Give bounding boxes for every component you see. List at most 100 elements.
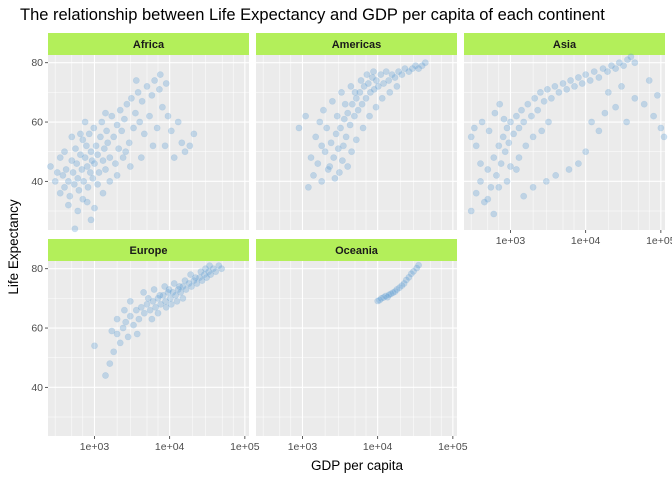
facet-europe: Europe 40 60 80 1e+03 1e+04 1e+05 [31,239,260,453]
y-tick-label: 40 [31,382,43,394]
data-point [604,68,611,75]
data-point [84,183,92,191]
data-point [133,330,141,338]
data-point [377,294,385,302]
data-point [407,270,415,278]
data-point [601,109,609,117]
data-point [110,348,118,356]
data-point [472,189,480,197]
data-point [137,154,145,161]
y-axis-title: Life Expectancy [6,199,21,295]
data-point [295,124,303,132]
chart-title: The relationship between Life Expectancy… [20,6,605,24]
data-point [87,216,95,224]
data-point [161,142,169,150]
x-tick-label: 1e+04 [363,441,393,453]
data-point [103,127,110,135]
data-point [53,169,61,176]
facet-panels: Africa406080AmericasAsia1e+031e+041e+05E… [31,33,672,453]
data-point [477,160,484,167]
data-point [645,77,653,84]
data-point [487,183,495,191]
data-point [612,65,619,72]
data-point [122,148,130,156]
data-point [544,86,551,93]
data-point [563,86,571,93]
data-point [495,183,503,191]
data-point [555,89,563,96]
data-point [79,195,87,203]
data-point [178,139,186,147]
data-point [342,133,350,141]
data-point [164,112,172,120]
data-point [623,118,630,126]
data-point [529,183,537,191]
data-point [368,74,376,81]
data-point [179,283,187,290]
data-point [480,198,488,206]
data-point [341,100,349,108]
data-point [196,274,203,281]
data-point [338,157,346,164]
data-point [307,154,315,161]
x-tick-label: 1e+05 [646,235,672,247]
data-point [334,145,342,153]
data-point [370,86,378,93]
data-point [94,180,101,188]
data-point [582,71,590,78]
data-point [510,130,517,138]
data-point [113,330,121,338]
data-point [165,286,173,293]
data-point [156,291,164,299]
data-point [181,148,189,156]
data-point [121,115,128,123]
data-point [202,265,209,273]
data-point [528,112,535,120]
data-point [650,112,657,120]
data-point [119,324,127,332]
data-point [172,291,179,299]
data-point [70,180,78,188]
data-point [627,53,635,61]
data-point [170,154,178,161]
points-oceania [374,261,422,305]
data-point [640,100,648,108]
data-point [393,83,401,90]
data-point [326,163,334,170]
data-point [131,109,139,117]
data-point [167,300,175,308]
data-point [71,225,79,233]
data-point [405,68,413,75]
strip-europe [48,239,249,261]
data-point [366,112,373,120]
x-tick-label: 1e+05 [230,441,260,453]
data-point [119,154,127,161]
x-tick-label: 1e+03 [80,441,110,453]
data-point [376,296,383,304]
data-point [73,160,81,167]
data-point [81,118,89,126]
strip-americas [256,33,457,55]
data-point [130,124,137,132]
data-point [408,65,416,72]
data-point [154,309,162,317]
data-point [548,94,555,102]
data-point [595,127,603,135]
data-point [95,169,103,176]
data-point [398,282,406,289]
points-europe [91,262,225,379]
y-tick-label: 80 [31,57,43,69]
data-point [386,89,394,96]
data-point [520,192,528,200]
data-point [485,127,493,135]
data-point [86,169,94,176]
data-point [620,62,627,70]
data-point [148,91,156,99]
data-point [359,124,367,132]
data-point [385,77,393,84]
data-point [565,166,573,173]
data-point [136,118,144,126]
data-point [110,133,118,141]
data-point [380,294,387,301]
data-point [215,262,223,270]
